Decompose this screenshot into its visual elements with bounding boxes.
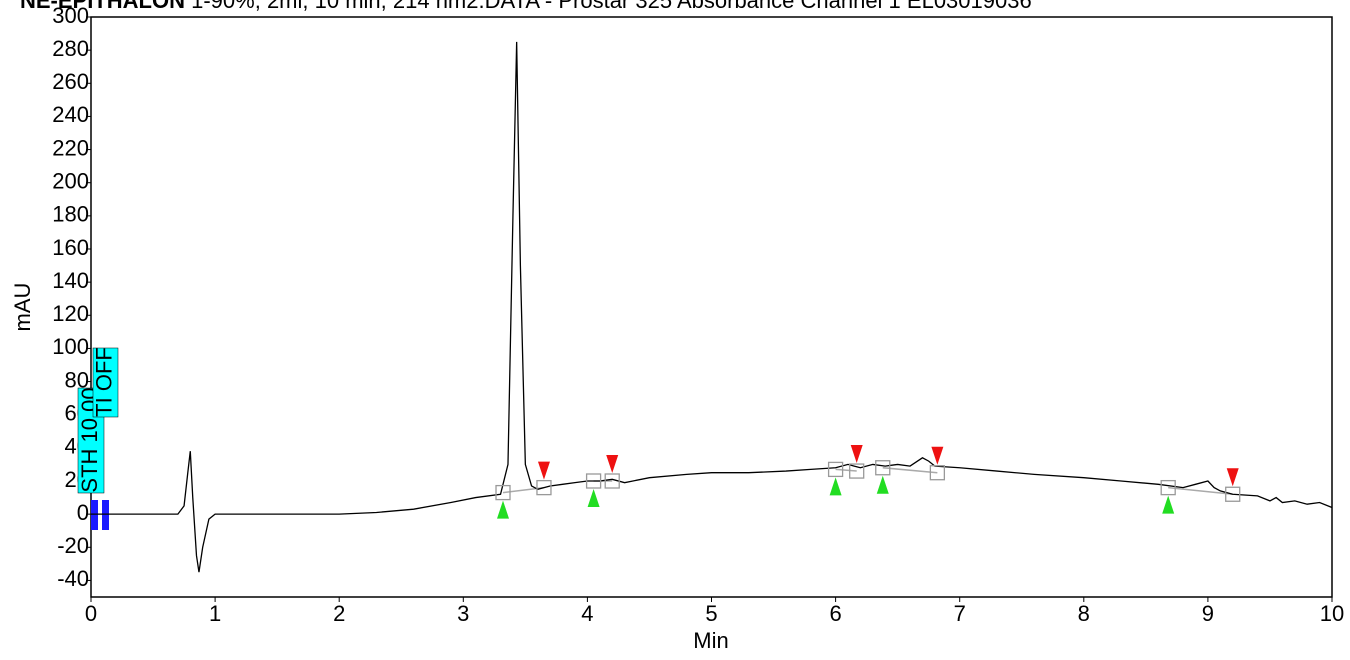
y-tick-label: 280 xyxy=(52,36,89,61)
trace xyxy=(91,41,1333,573)
plot-frame xyxy=(90,16,1333,598)
peak-end xyxy=(537,461,550,480)
annotation: TI OFF xyxy=(91,347,116,417)
annotations: STH 10.00 TI OFF xyxy=(77,347,119,494)
x-tick-label: 4 xyxy=(581,601,593,626)
baseline xyxy=(502,486,545,494)
baseline-point xyxy=(585,473,602,489)
y-tick-label: 140 xyxy=(52,268,89,293)
x-tick-label: 9 xyxy=(1202,601,1214,626)
baseline-point xyxy=(849,463,865,479)
baseline-point xyxy=(536,479,552,496)
baseline-point xyxy=(1160,479,1176,496)
subtitle: 1-90%, 2ml, 10 min, 214 nm2.DATA - Prost… xyxy=(191,0,1032,13)
x-tick-label: 7 xyxy=(954,601,966,626)
x-tick-label: 1 xyxy=(209,601,221,626)
baseline-point xyxy=(875,460,891,476)
peak-end xyxy=(931,446,944,465)
peak-end xyxy=(850,445,863,464)
baseline-point xyxy=(1225,486,1241,502)
x-tick-label: 5 xyxy=(705,601,717,626)
x-axis-label: Min xyxy=(693,628,728,653)
baseline-point xyxy=(604,473,620,489)
y-tick-label: -20 xyxy=(57,533,89,558)
peak-start xyxy=(876,475,889,494)
y-tick-label: 160 xyxy=(52,235,89,260)
peak-start xyxy=(829,477,842,496)
y-tick-label: -40 xyxy=(57,566,89,591)
baseline xyxy=(1168,486,1233,496)
baseline-point xyxy=(827,461,844,478)
title: NE-EPITHALON xyxy=(20,0,185,13)
baseline xyxy=(835,468,857,472)
peak-end xyxy=(1226,468,1239,487)
peak-start xyxy=(1162,495,1175,514)
chart-title: NE-EPITHALON 1-90%, 2ml, 10 min, 214 nm2… xyxy=(20,0,1032,13)
baseline-point xyxy=(495,484,511,501)
peak-start xyxy=(497,500,510,519)
x-tick-label: 10 xyxy=(1320,601,1344,626)
x-tick-label: 8 xyxy=(1078,601,1090,626)
x-tick-label: 6 xyxy=(829,601,841,626)
y-tick-label: 100 xyxy=(52,334,89,359)
y-tick-label: 120 xyxy=(52,301,89,326)
peak-end xyxy=(606,455,619,473)
event-marker xyxy=(102,500,109,530)
y-tick-label: 0 xyxy=(77,500,89,525)
x-tick-label: 0 xyxy=(85,601,97,626)
x-tick-label: 3 xyxy=(457,601,469,626)
y-axis-label: mAU xyxy=(10,283,35,332)
baseline-point xyxy=(929,465,946,481)
y-tick-label: 220 xyxy=(52,135,89,160)
y-tick-label: 200 xyxy=(52,169,89,194)
y-tick-label: 180 xyxy=(52,202,89,227)
y-tick-label: 260 xyxy=(52,69,89,94)
peak-start xyxy=(587,489,600,507)
y-tick-label: 240 xyxy=(52,102,89,127)
baseline xyxy=(882,466,938,474)
annotation-box xyxy=(92,347,119,418)
x-tick-label: 2 xyxy=(333,601,345,626)
event-marker xyxy=(91,500,98,530)
y-tick-label: 300 xyxy=(52,3,89,28)
